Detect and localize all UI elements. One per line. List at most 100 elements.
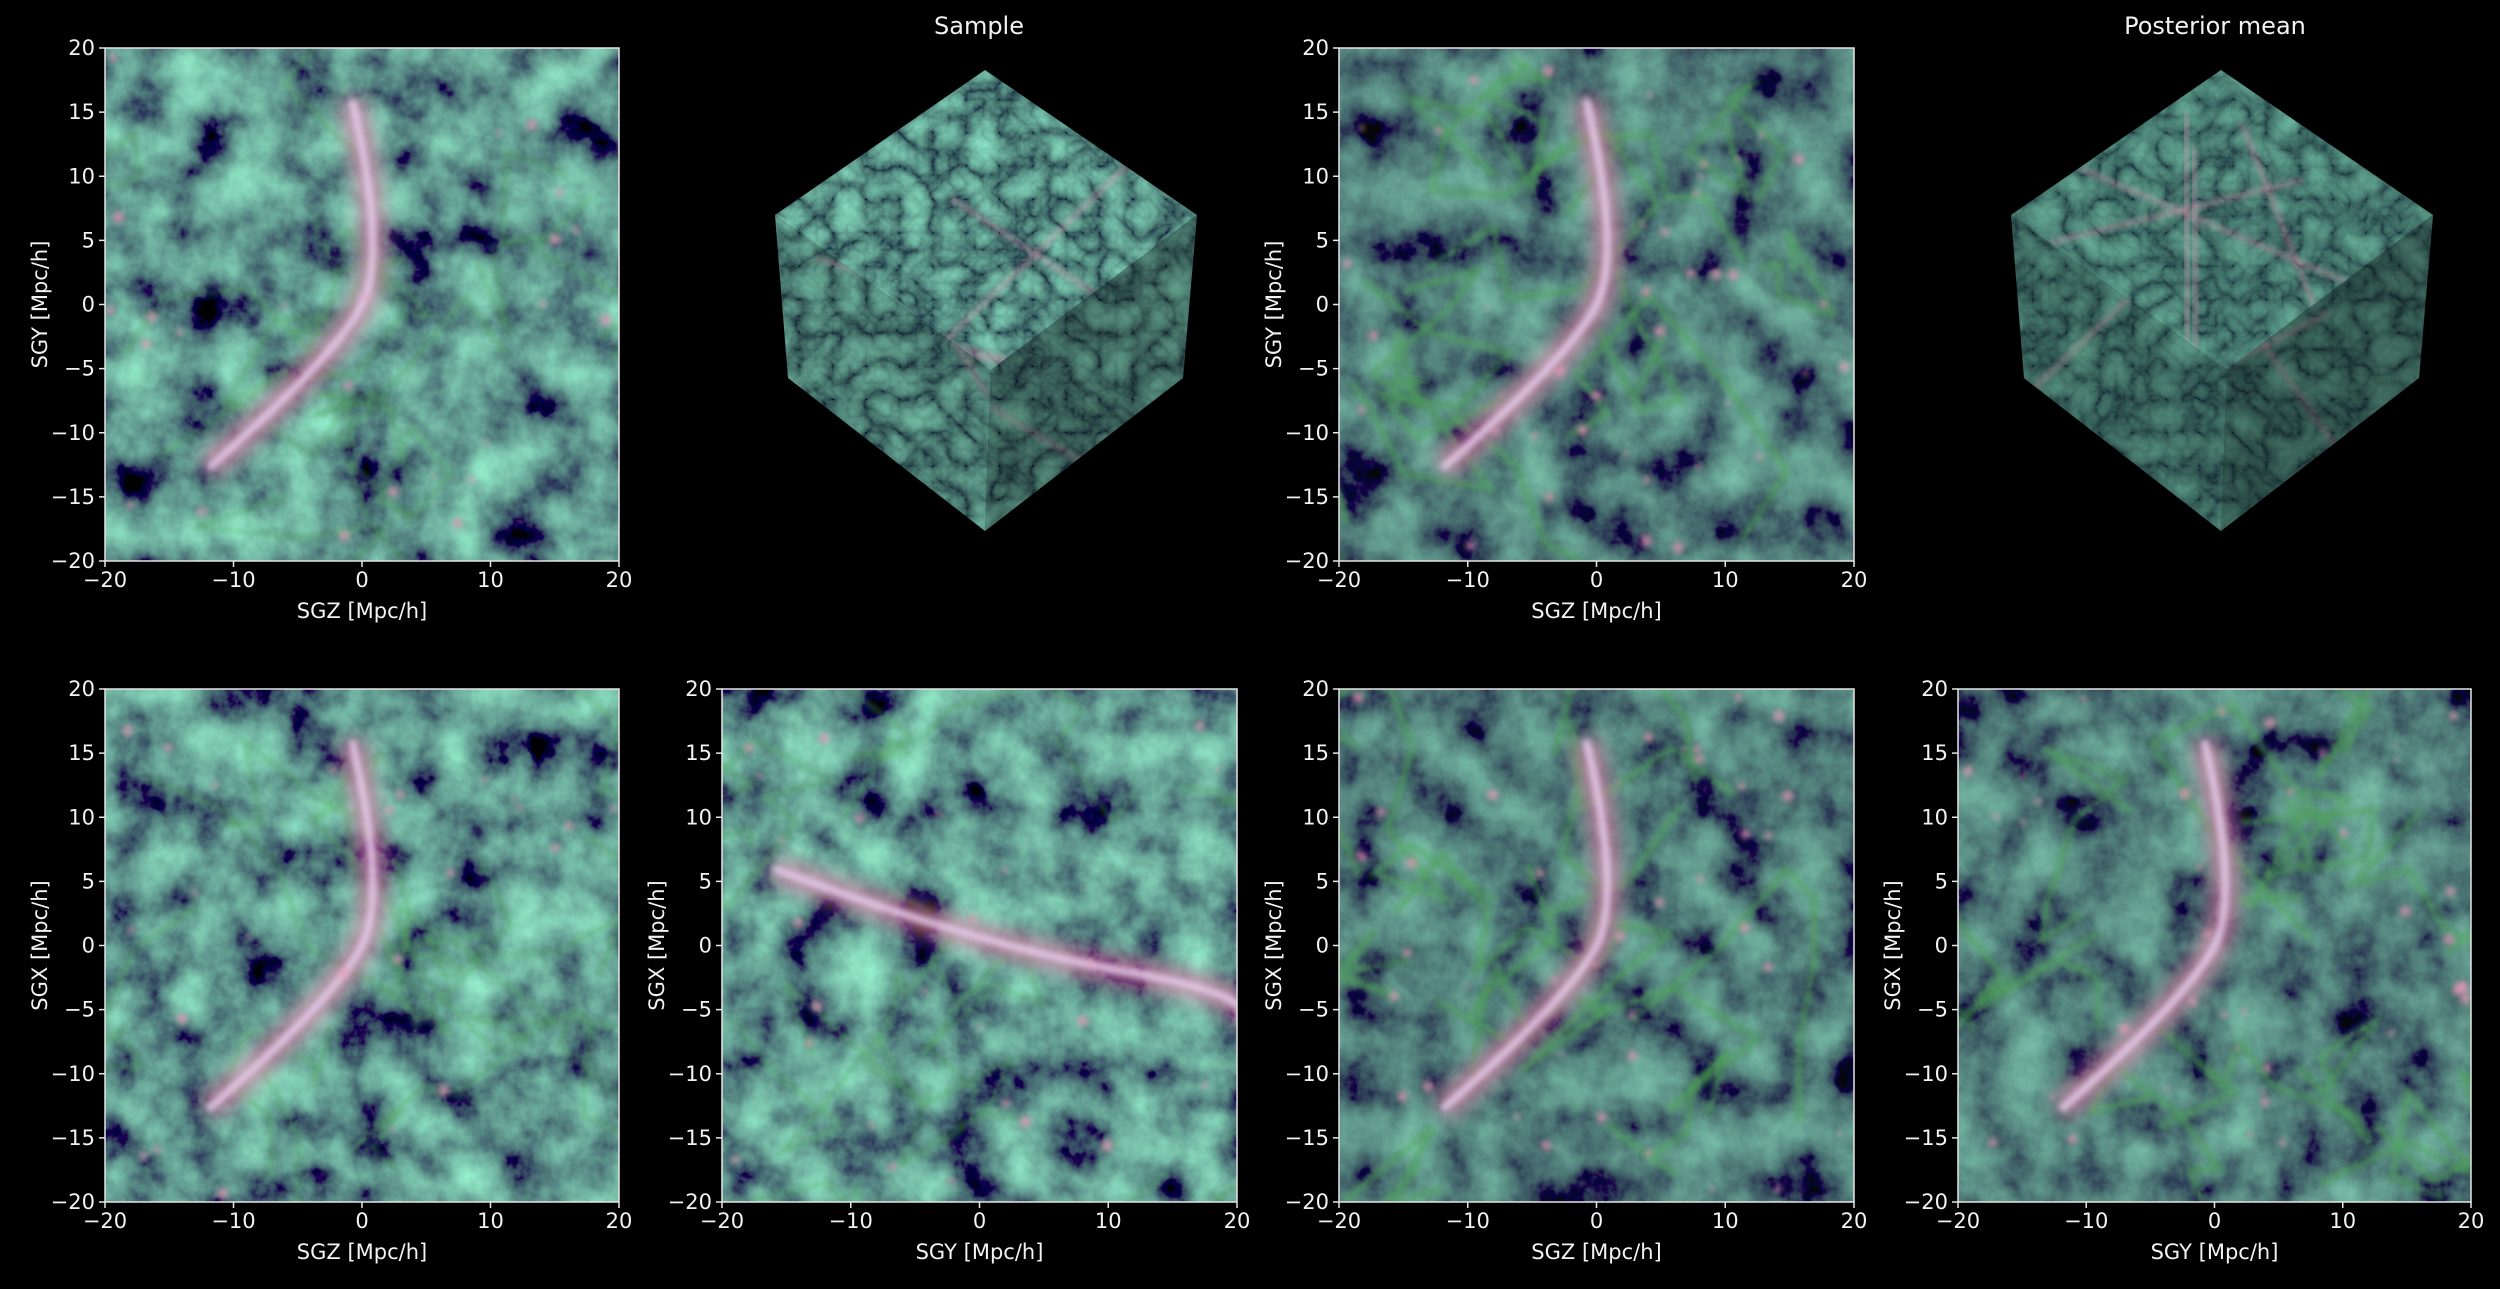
x-tick-label: −20 — [1317, 1209, 1361, 1233]
halo — [1487, 789, 1499, 801]
y-tick-label: −15 — [51, 485, 95, 509]
x-tick-label: 0 — [1590, 1209, 1603, 1233]
halo — [539, 300, 547, 308]
halo — [1764, 831, 1773, 840]
halo — [1469, 75, 1479, 85]
y-axis-label: SGX [Mpc/h] — [1262, 880, 1286, 1010]
halo — [564, 821, 574, 831]
y-tick-label: −15 — [1285, 485, 1329, 509]
halo — [1422, 1080, 1434, 1092]
y-tick-label: −10 — [1285, 421, 1329, 445]
halo — [1647, 92, 1653, 99]
halo — [1802, 370, 1809, 377]
halo — [977, 1024, 983, 1030]
halo — [1836, 1131, 1843, 1137]
halo — [1001, 867, 1008, 873]
filament — [557, 1015, 619, 1133]
halo — [1551, 976, 1559, 984]
x-tick-label: 10 — [1712, 1209, 1739, 1233]
halo — [2387, 1030, 2394, 1037]
y-tick-label: −10 — [1285, 1062, 1329, 1086]
filament — [1361, 277, 1516, 442]
halo — [1019, 1115, 1032, 1128]
halo — [1086, 961, 1094, 969]
filament — [598, 321, 619, 361]
y-tick-label: 15 — [1921, 741, 1948, 765]
halo — [1774, 1185, 1783, 1193]
halo — [2318, 748, 2327, 757]
halo — [2049, 1095, 2055, 1100]
halo — [2020, 819, 2027, 825]
cube-filament — [809, 111, 821, 126]
halo — [1465, 984, 1470, 989]
halo — [343, 380, 354, 391]
filament — [221, 737, 384, 826]
halo — [438, 1084, 450, 1096]
halo — [393, 954, 403, 964]
y-axis-label: SGY [Mpc/h] — [28, 241, 52, 369]
halo — [2459, 992, 2471, 1005]
halo — [1352, 692, 1364, 704]
y-tick-label: −15 — [1285, 1126, 1329, 1150]
filament — [2149, 1018, 2362, 1130]
halo — [1389, 991, 1399, 1001]
halo — [1773, 710, 1785, 722]
y-axis-label: SGX [Mpc/h] — [645, 880, 669, 1010]
halo — [208, 451, 214, 457]
y-tick-label: 0 — [82, 934, 95, 958]
halo — [1357, 406, 1366, 414]
halo — [126, 501, 134, 509]
halo — [1216, 767, 1222, 773]
filament — [224, 394, 409, 473]
filament — [1563, 130, 1748, 265]
x-tick-label: −20 — [1936, 1209, 1980, 1233]
y-tick-label: −15 — [51, 1126, 95, 1150]
halo — [176, 328, 183, 336]
y-tick-label: 5 — [1935, 869, 1948, 893]
halo — [2235, 1045, 2240, 1051]
halo — [1819, 300, 1828, 308]
filament — [1450, 413, 1587, 561]
halo — [744, 743, 754, 753]
halo — [516, 805, 523, 812]
halo — [555, 188, 564, 197]
y-tick-label: 5 — [82, 228, 95, 252]
halo — [105, 305, 115, 315]
halo — [811, 1000, 823, 1012]
filament — [574, 689, 619, 861]
image-panel — [1958, 689, 2471, 1202]
halo — [2339, 828, 2348, 838]
halo — [1643, 732, 1654, 743]
image-panel — [1339, 48, 1854, 561]
y-tick-label: −20 — [668, 1190, 712, 1214]
x-tick-label: −20 — [700, 1209, 744, 1233]
halo — [2400, 905, 2412, 917]
halo — [216, 1187, 229, 1200]
halo — [385, 806, 394, 815]
halo — [1710, 268, 1722, 280]
halo — [163, 743, 173, 752]
y-axis-label: SGX [Mpc/h] — [1881, 880, 1905, 1010]
halo — [1694, 754, 1704, 764]
halo — [211, 782, 218, 789]
filament — [2343, 808, 2471, 956]
halo — [1793, 153, 1805, 165]
halo — [1725, 399, 1731, 406]
image-panel — [105, 689, 619, 1202]
y-tick-label: 0 — [1316, 934, 1329, 958]
filament — [845, 689, 914, 764]
halo — [1358, 124, 1365, 131]
halo — [1405, 857, 1418, 869]
y-tick-label: 0 — [1316, 293, 1329, 317]
halo — [1002, 1098, 1011, 1107]
halo — [1640, 534, 1653, 547]
halo — [2203, 929, 2212, 938]
halo — [146, 311, 157, 323]
y-tick-label: 5 — [1316, 869, 1329, 893]
halo — [338, 967, 350, 979]
halo — [2259, 1088, 2265, 1095]
halo — [141, 339, 152, 350]
x-tick-label: 0 — [973, 1209, 986, 1233]
halo — [1992, 813, 2000, 820]
